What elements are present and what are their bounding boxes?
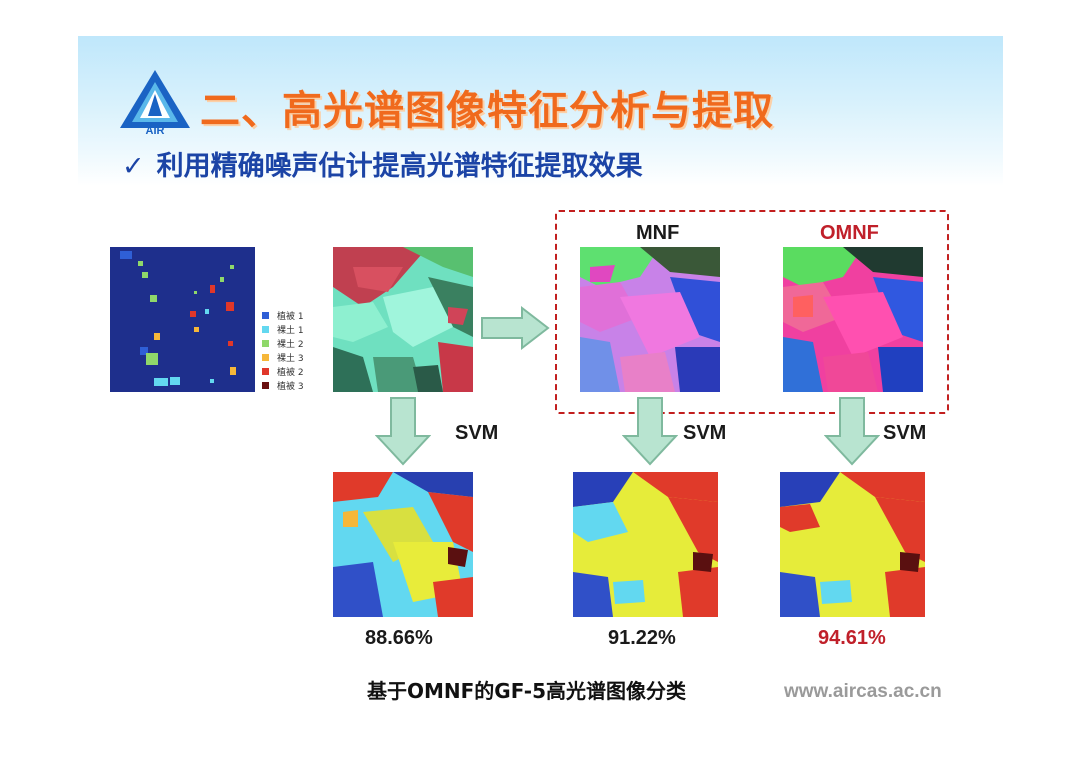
legend-item: 植被 3 [262, 378, 334, 392]
legend-label: 裸土 1 [277, 325, 304, 336]
svm-label: SVM [683, 422, 727, 444]
arrow-down-icon [622, 397, 678, 466]
legend-swatch [262, 367, 269, 375]
legend-label: 植被 2 [277, 367, 304, 378]
subtitle-text: 利用精确噪声估计提高光谱特征提取效果 [156, 151, 643, 182]
legend-swatch [262, 353, 269, 361]
accuracy-omnf: 94.61% [818, 627, 886, 649]
arrow-down-icon [375, 397, 431, 466]
legend-label: 裸土 2 [277, 339, 304, 350]
legend-swatch [262, 339, 269, 347]
website-url: www.aircas.ac.cn [784, 681, 942, 702]
header-banner [78, 36, 1003, 186]
legend-item: 裸土 1 [262, 322, 334, 336]
ground-truth-map [110, 247, 255, 392]
legend-label: 裸土 3 [277, 353, 304, 364]
feature-extraction-box [555, 210, 949, 414]
classification-map-omnf [780, 472, 925, 617]
original-hyperspectral-image [333, 247, 473, 392]
classification-map-original [333, 472, 473, 617]
omnf-feature-image [783, 247, 923, 392]
legend-label: 植被 1 [277, 311, 304, 322]
mnf-label: MNF [636, 222, 680, 244]
figure-caption: 基于OMNF的GF-5高光谱图像分类 [367, 679, 686, 703]
svm-label: SVM [455, 422, 499, 444]
omnf-label: OMNF [820, 222, 879, 244]
arrow-right-icon [481, 306, 550, 350]
legend-swatch [262, 311, 269, 319]
legend-item: 裸土 2 [262, 336, 334, 350]
legend-item: 植被 2 [262, 364, 334, 378]
legend-item: 裸土 3 [262, 350, 334, 364]
accuracy-original: 88.66% [365, 627, 433, 649]
legend-swatch [262, 381, 269, 389]
legend-label: 植被 3 [277, 381, 304, 392]
legend-swatch [262, 325, 269, 333]
legend-item: 植被 1 [262, 308, 334, 322]
air-logo: AIR [120, 70, 190, 136]
svm-label: SVM [883, 422, 927, 444]
check-icon: ✓ [122, 151, 145, 182]
mnf-feature-image [580, 247, 720, 392]
legend: 植被 1 裸土 1 裸土 2 裸土 3 植被 2 植被 3 [262, 308, 334, 392]
arrow-down-icon [824, 397, 880, 466]
accuracy-mnf: 91.22% [608, 627, 676, 649]
page-subtitle: ✓ 利用精确噪声估计提高光谱特征提取效果 [122, 144, 643, 183]
classification-map-mnf [573, 472, 718, 617]
page-title: 二、高光谱图像特征分析与提取 [200, 88, 774, 134]
logo-text: AIR [146, 125, 165, 136]
